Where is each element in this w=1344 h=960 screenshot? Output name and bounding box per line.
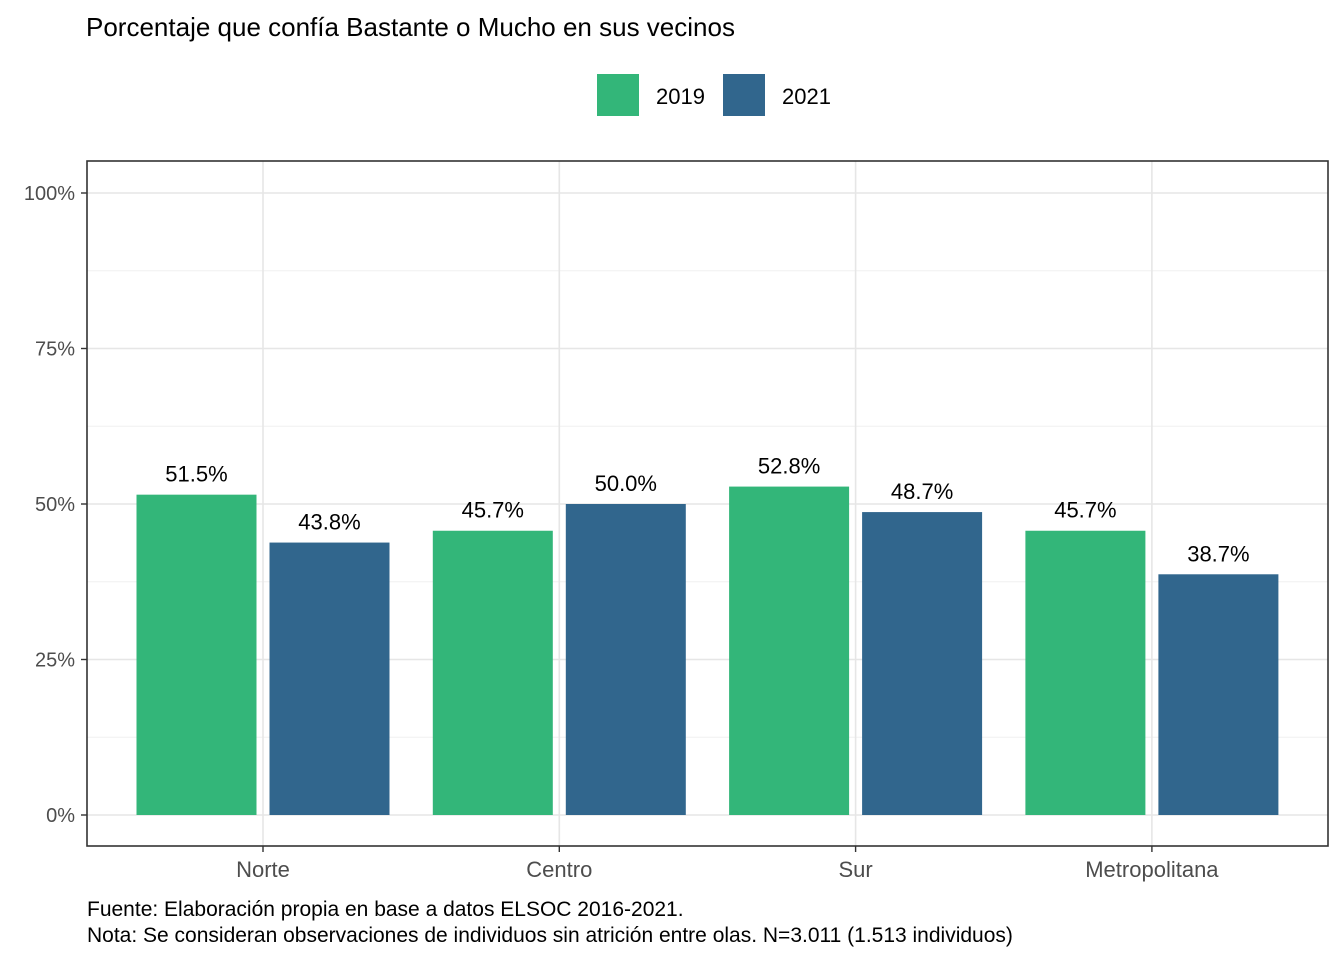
bar-2021-metropolitana (1158, 574, 1279, 815)
caption-line: Nota: Se consideran observaciones de ind… (87, 924, 1013, 947)
legend-key-2019 (597, 74, 639, 116)
bar-value-label: 45.7% (1054, 498, 1116, 523)
chart-title: Porcentaje que confía Bastante o Mucho e… (86, 12, 735, 42)
x-tick-label: Centro (526, 857, 592, 882)
y-tick-label: 0% (46, 805, 75, 827)
plot-area: 0% 25% 50% 75% 100% 51.5% 45.7% 52.8% 45.7% 43.8%… (24, 160, 1329, 882)
x-tick-label: Sur (838, 857, 872, 882)
panel-border (86, 160, 1329, 847)
bar-value-label: 51.5% (165, 462, 227, 487)
bar-value-label: 43.8% (298, 510, 360, 535)
bar-2021-sur (862, 512, 983, 815)
bar-2019-metropolitana (1025, 530, 1146, 815)
x-tick-label: Metropolitana (1085, 857, 1219, 882)
caption-line: Fuente: Elaboración propia en base a dat… (87, 898, 684, 921)
legend: 2019 2021 (597, 74, 831, 116)
caption: Fuente: Elaboración propia en base a dat… (87, 898, 1013, 947)
legend-label: 2019 (656, 84, 705, 109)
bar-2021-norte (269, 542, 390, 815)
bar-value-label: 50.0% (595, 471, 657, 496)
bar-value-label: 38.7% (1187, 541, 1249, 566)
y-tick-label: 100% (24, 183, 75, 205)
bar-value-label: 45.7% (462, 498, 524, 523)
y-tick-label: 75% (35, 339, 75, 361)
y-tick-label: 25% (35, 650, 75, 672)
bar-2019-sur (729, 486, 850, 815)
bar-value-label: 52.8% (758, 454, 820, 479)
bar-value-label: 48.7% (891, 479, 953, 504)
legend-key-2021 (723, 74, 765, 116)
bar-2021-centro (565, 504, 686, 815)
legend-label: 2021 (782, 84, 831, 109)
bar-2019-norte (136, 494, 257, 815)
y-tick-label: 50% (35, 494, 75, 516)
bar-2019-centro (432, 530, 553, 815)
x-tick-label: Norte (236, 857, 290, 882)
